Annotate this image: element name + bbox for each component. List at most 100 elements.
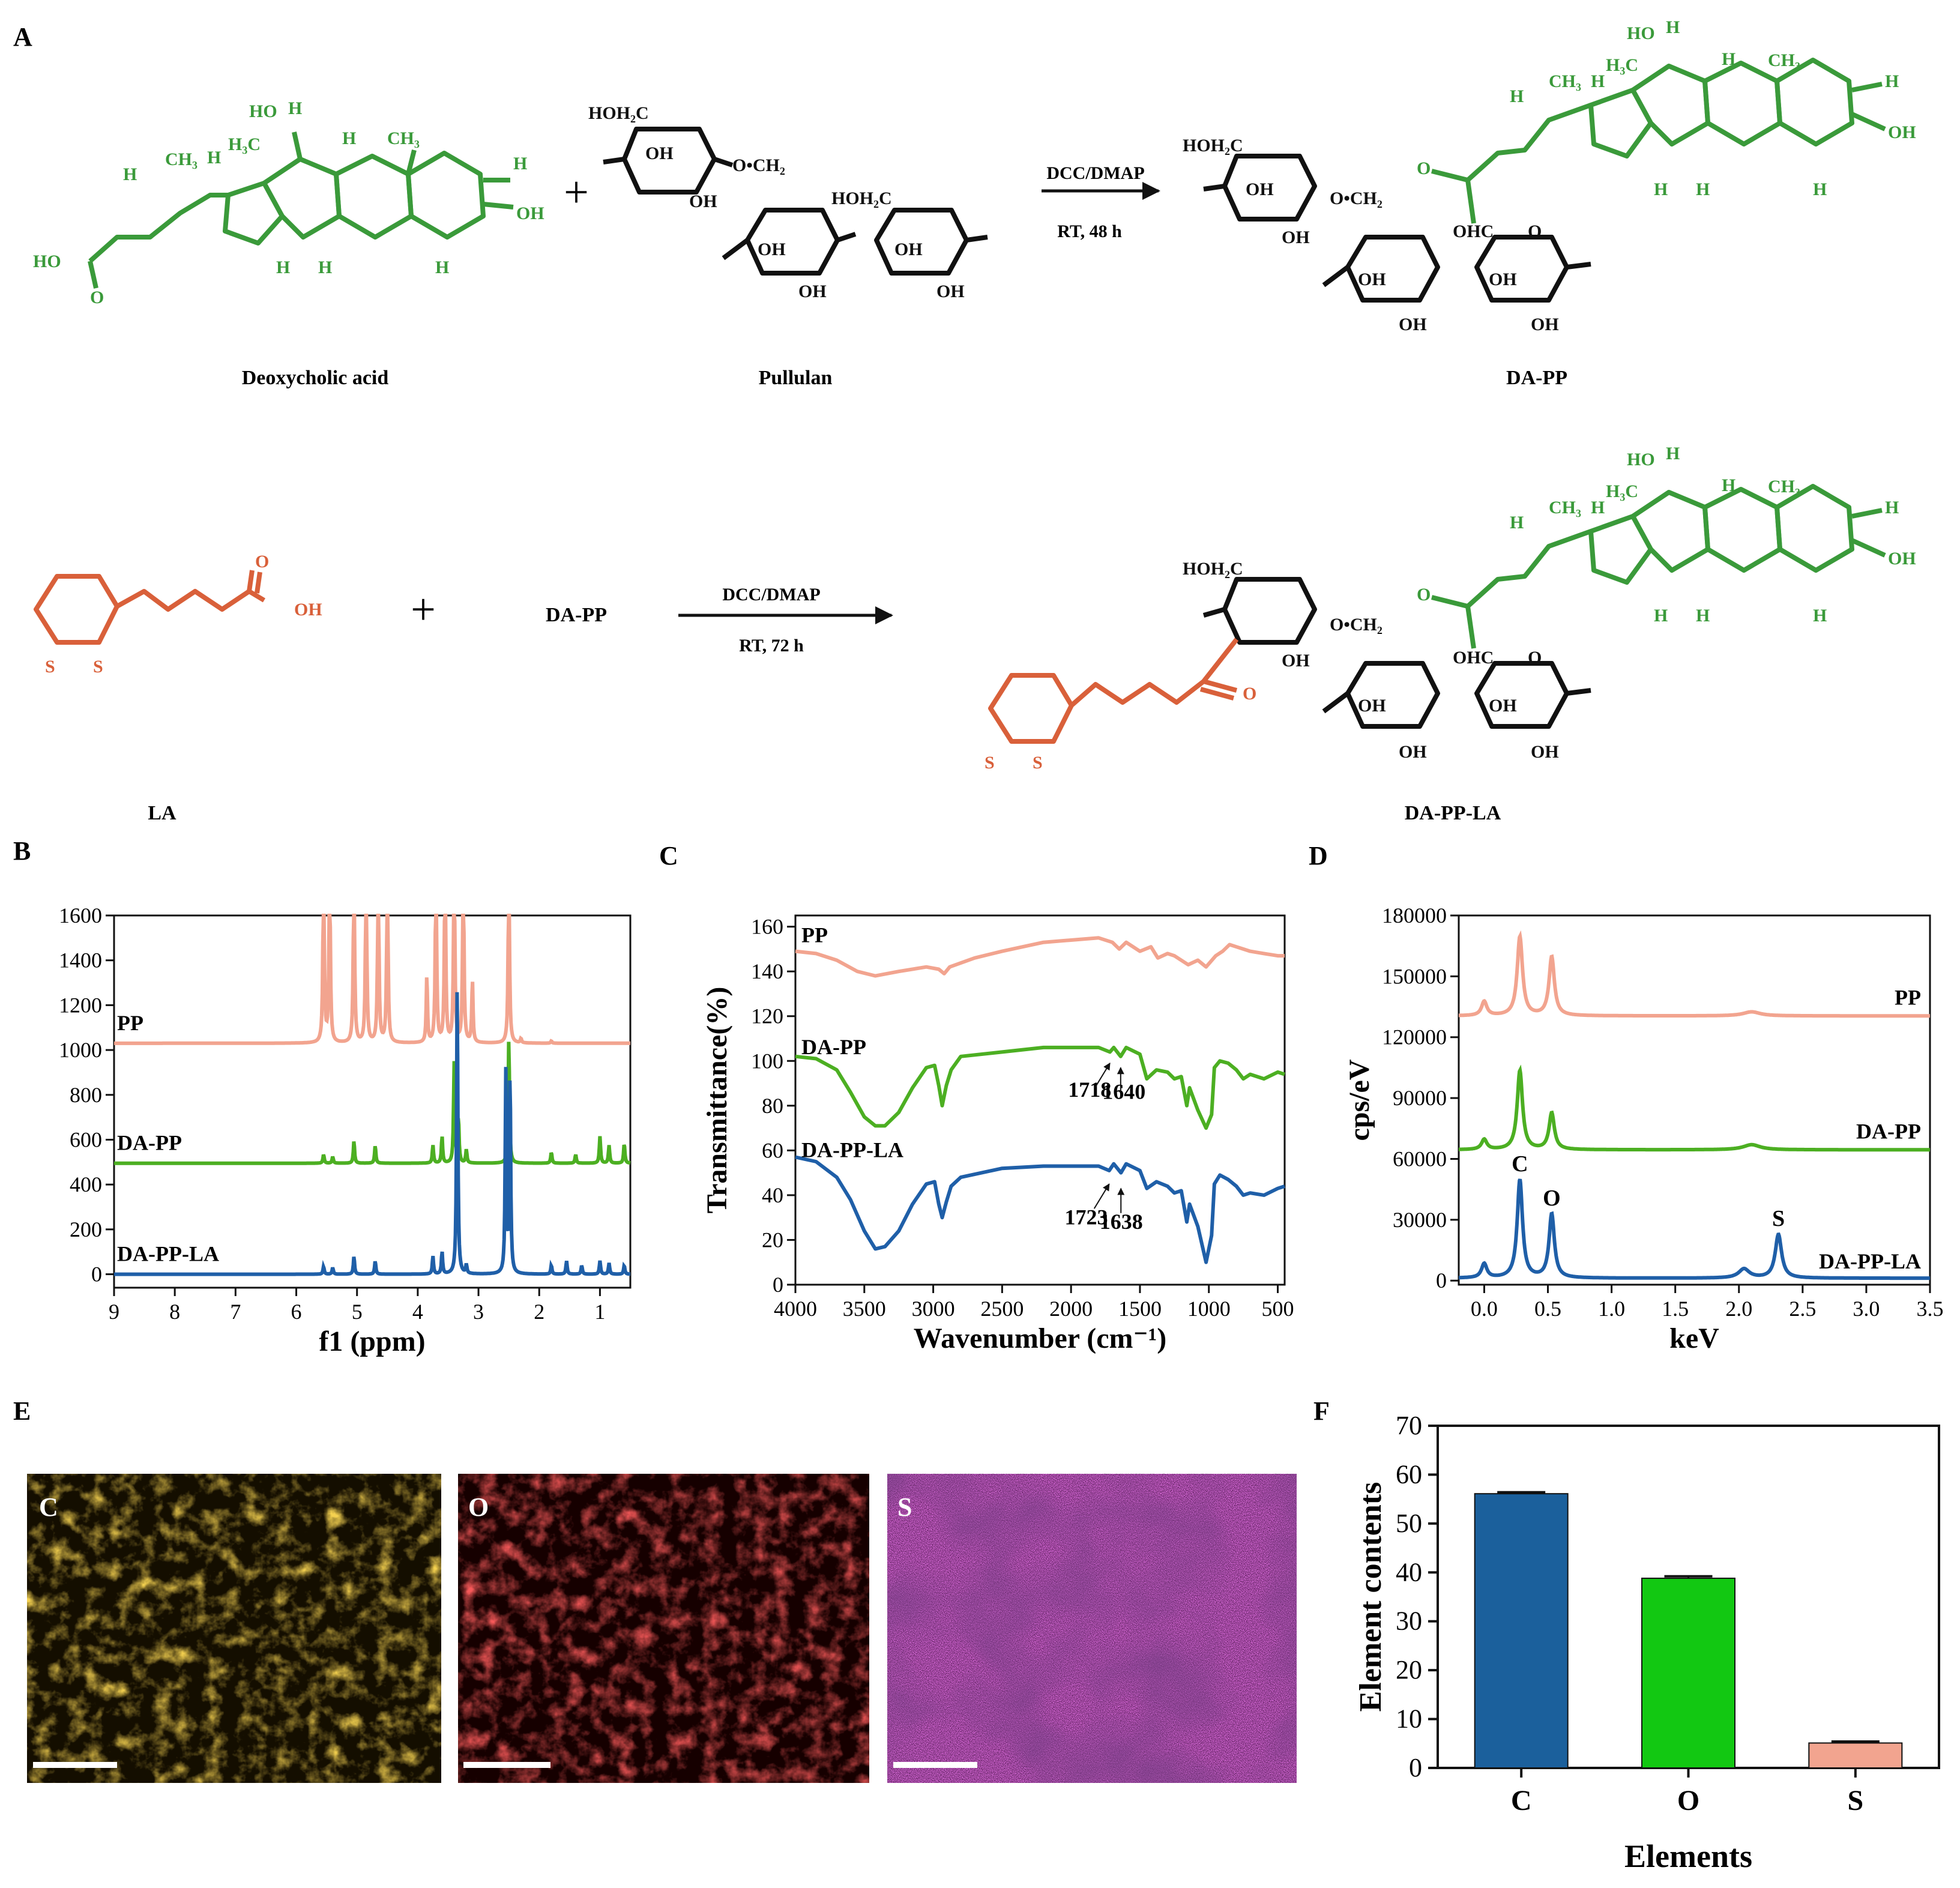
plus-sign: + — [564, 168, 589, 217]
x-tick-label: 1.0 — [1598, 1297, 1625, 1321]
panel-label-c: C — [659, 841, 678, 870]
reactant1-name: Deoxycholic acid — [242, 367, 389, 389]
series-line — [114, 992, 630, 1276]
x-tick-label: 1000 — [1187, 1297, 1231, 1321]
atom-label: CH₃ — [1768, 50, 1800, 70]
atom-label: H — [513, 154, 527, 173]
series-label: PP — [1895, 986, 1921, 1010]
scale-bar — [893, 1762, 977, 1768]
y-tick-label: 0 — [91, 1262, 102, 1286]
bar — [1808, 1742, 1903, 1769]
atom-label: OH — [1888, 549, 1916, 569]
atom-label: OH — [1531, 315, 1559, 334]
atom-label: H — [1813, 606, 1827, 626]
ftir-chart: 4000 3500 3000 2500 2000 1500 1000 500 0 20 40 60 80… — [701, 914, 1294, 1354]
map-label: O — [468, 1492, 489, 1522]
y-tick-label: 30 — [1396, 1606, 1422, 1636]
reactant3-name: LA — [148, 802, 176, 824]
atom-label: O•CH₂ — [1330, 188, 1383, 208]
atom-label: OH — [1399, 742, 1427, 762]
plus-sign: + — [411, 585, 436, 635]
x-tick-label: 0.5 — [1534, 1297, 1561, 1321]
y-tick-label: 600 — [70, 1127, 102, 1151]
series-line — [795, 1045, 1285, 1130]
x-tick-label: 6 — [291, 1300, 302, 1324]
y-tick-label: 160 — [751, 915, 783, 939]
atom-label: H — [435, 258, 449, 277]
series-label: DA-PP-LA — [801, 1138, 903, 1162]
series-line — [114, 914, 630, 1045]
series-line — [1459, 1178, 1930, 1280]
deoxycholic-acid-atoms: HO O H CH₃ H H₃C HO H H CH₃ H OH H H H — [33, 98, 544, 307]
panel-label-b: B — [13, 836, 31, 866]
panel-label-d: D — [1309, 841, 1328, 870]
plot-frame — [113, 914, 632, 1289]
atom-label: H — [1510, 86, 1524, 106]
atom-label: HO — [33, 252, 61, 271]
y-tick-label: 800 — [70, 1083, 102, 1107]
atom-label: OH — [758, 240, 786, 259]
atom-label: OH — [516, 204, 544, 223]
atom-label: O — [1528, 222, 1542, 241]
x-tick-label: 500 — [1262, 1297, 1294, 1321]
y-tick-label: 1400 — [59, 949, 102, 973]
y-tick-label: 1200 — [59, 993, 102, 1017]
atom-label: H — [1654, 179, 1668, 199]
panel-a: A HO O H CH₃ H H₃C HO H H — [13, 17, 1916, 824]
nmr-chart: 9 8 7 6 5 4 3 2 1 0 200 400 600 800 1000 1200 1400 1600 f1… — [59, 903, 632, 1357]
peak-annotation: S — [1772, 1206, 1785, 1231]
scale-bar — [33, 1762, 117, 1768]
plot-frame — [1458, 914, 1931, 1286]
x-tick-label: 2 — [534, 1300, 544, 1324]
x-tick-label: 2.5 — [1789, 1297, 1816, 1321]
atom-label: H — [1510, 513, 1524, 532]
atom-label: OH — [1888, 122, 1916, 142]
atom-label: H₃C — [1606, 481, 1638, 501]
x-tick-label: 2.0 — [1725, 1297, 1752, 1321]
x-tick-label: 7 — [230, 1300, 241, 1324]
series-label: DA-PP — [1856, 1120, 1921, 1144]
panel-d: D 0.0 0.5 1.0 1.5 2.0 2.5 3.0 3.5 0 30000 60000 900… — [1309, 841, 1944, 1354]
x-axis-label: keV — [1669, 1323, 1719, 1354]
plot-frame — [794, 914, 1286, 1286]
y-tick-label: 120000 — [1382, 1025, 1447, 1049]
atom-label: H — [123, 164, 137, 184]
atom-label: CH₃ — [1768, 477, 1800, 496]
y-tick-label: 80 — [762, 1094, 783, 1118]
atom-label: CH₃ — [165, 149, 198, 169]
y-tick-label: 100 — [751, 1049, 783, 1073]
y-axis-label: cps/eV — [1343, 1059, 1375, 1141]
x-tick-label: 4 — [412, 1300, 423, 1324]
x-axis-label: Wavenumber (cm⁻¹) — [914, 1323, 1166, 1354]
peak-annotation: 1638 — [1100, 1210, 1143, 1234]
pullulan-atoms: HOH₂C OH OH O•CH₂ HOH₂C OH OH OH OH — [588, 103, 965, 301]
x-tick-label: 5 — [352, 1300, 363, 1324]
atom-label: OHC — [1453, 648, 1494, 668]
product2-name: DA-PP-LA — [1405, 802, 1501, 824]
y-tick-label: 60 — [1396, 1459, 1422, 1489]
reaction2-conditions-bottom: RT, 72 h — [739, 636, 804, 656]
atom-label: CH₃ — [1549, 498, 1581, 517]
lipoic-acid-structure — [34, 570, 266, 645]
atom-label: HOH₂C — [588, 103, 649, 123]
x-tick-label: 3000 — [912, 1297, 955, 1321]
atom-label: O — [255, 552, 269, 572]
x-tick-label: 3.5 — [1917, 1297, 1944, 1321]
y-tick-label: 40 — [762, 1183, 783, 1207]
atom-label: OH — [798, 282, 827, 301]
reaction1-conditions-top: DCC/DMAP — [1046, 163, 1144, 183]
atom-label: OHC — [1453, 222, 1494, 241]
y-tick-label: 0 — [1436, 1268, 1447, 1292]
x-tick-label: 0.0 — [1471, 1297, 1498, 1321]
atom-label: H — [1696, 179, 1710, 199]
map-label: S — [897, 1492, 912, 1522]
atom-label: OH — [1358, 270, 1386, 289]
x-tick-label: 1.5 — [1662, 1297, 1689, 1321]
atom-label: O•CH₂ — [1330, 615, 1383, 635]
y-tick-label: 180000 — [1382, 903, 1447, 927]
y-tick-label: 1600 — [59, 903, 102, 927]
atom-label: S — [1033, 753, 1043, 773]
atom-label: OH — [645, 143, 674, 163]
series-line — [795, 1155, 1285, 1264]
